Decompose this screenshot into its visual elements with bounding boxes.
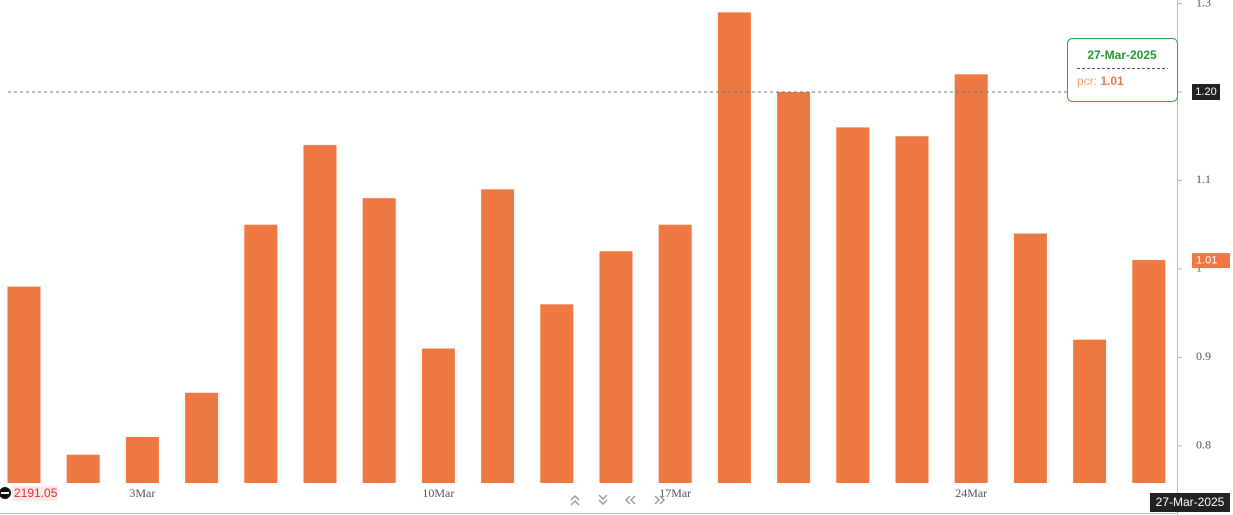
bar [481,189,515,484]
x-tick-label: 3Mar [129,486,155,500]
nav-icons [570,494,665,506]
bar [777,92,811,483]
price-label-bg [12,486,58,501]
price-label: 2191.05 [14,486,58,500]
bar [1073,339,1107,483]
nav-up[interactable] [570,495,580,506]
date-tag-bg [1150,493,1230,512]
bars [7,12,1166,484]
y-tick-label: 1.1 [1196,172,1211,186]
overlay: 1.20 1.01 [8,84,1230,269]
last-value-tag: 1.01 [1196,254,1217,266]
bar [540,304,574,483]
bar [717,12,751,484]
crosshair-tag: 1.20 [1195,86,1216,98]
bar [421,348,455,483]
date-tag: 27-Mar-2025 [1156,495,1225,509]
bar [895,136,929,483]
bar [836,127,870,483]
tooltip-series-name: pcr [1077,74,1094,88]
x-tick-label: 24Mar [955,486,987,500]
x-tick-label: 17Mar [659,486,691,500]
nav-down[interactable] [598,494,608,505]
bar [66,454,100,483]
last-value-tag-bg [1192,253,1230,269]
bar [185,392,219,483]
y-tick-label: 0.8 [1196,438,1211,452]
nav-left[interactable] [625,495,636,505]
bar [1132,260,1166,483]
bar [125,437,159,483]
tooltip-date: 27-Mar-2025 [1087,48,1157,62]
tooltip-row: pcr: 1.01 [1077,74,1124,88]
bar [599,251,633,483]
bar [244,224,278,483]
bar [303,145,337,484]
y-tick-label: 0.9 [1196,349,1211,363]
bar [7,286,41,483]
bar [1013,233,1047,483]
y-tick-label: 1.3 [1196,0,1211,9]
bar [362,198,396,483]
tooltip-value: 1.01 [1100,74,1124,88]
nav-right[interactable] [654,495,665,505]
crosshair-tag-bg [1192,84,1220,100]
tooltip: 27-Mar-2025 pcr: 1.01 [1067,38,1178,102]
bar [954,74,988,484]
tooltip-box [1067,38,1178,102]
bar [658,224,692,483]
x-tick-label: 10Mar [422,486,454,500]
tooltip-sep: : [1094,74,1101,88]
